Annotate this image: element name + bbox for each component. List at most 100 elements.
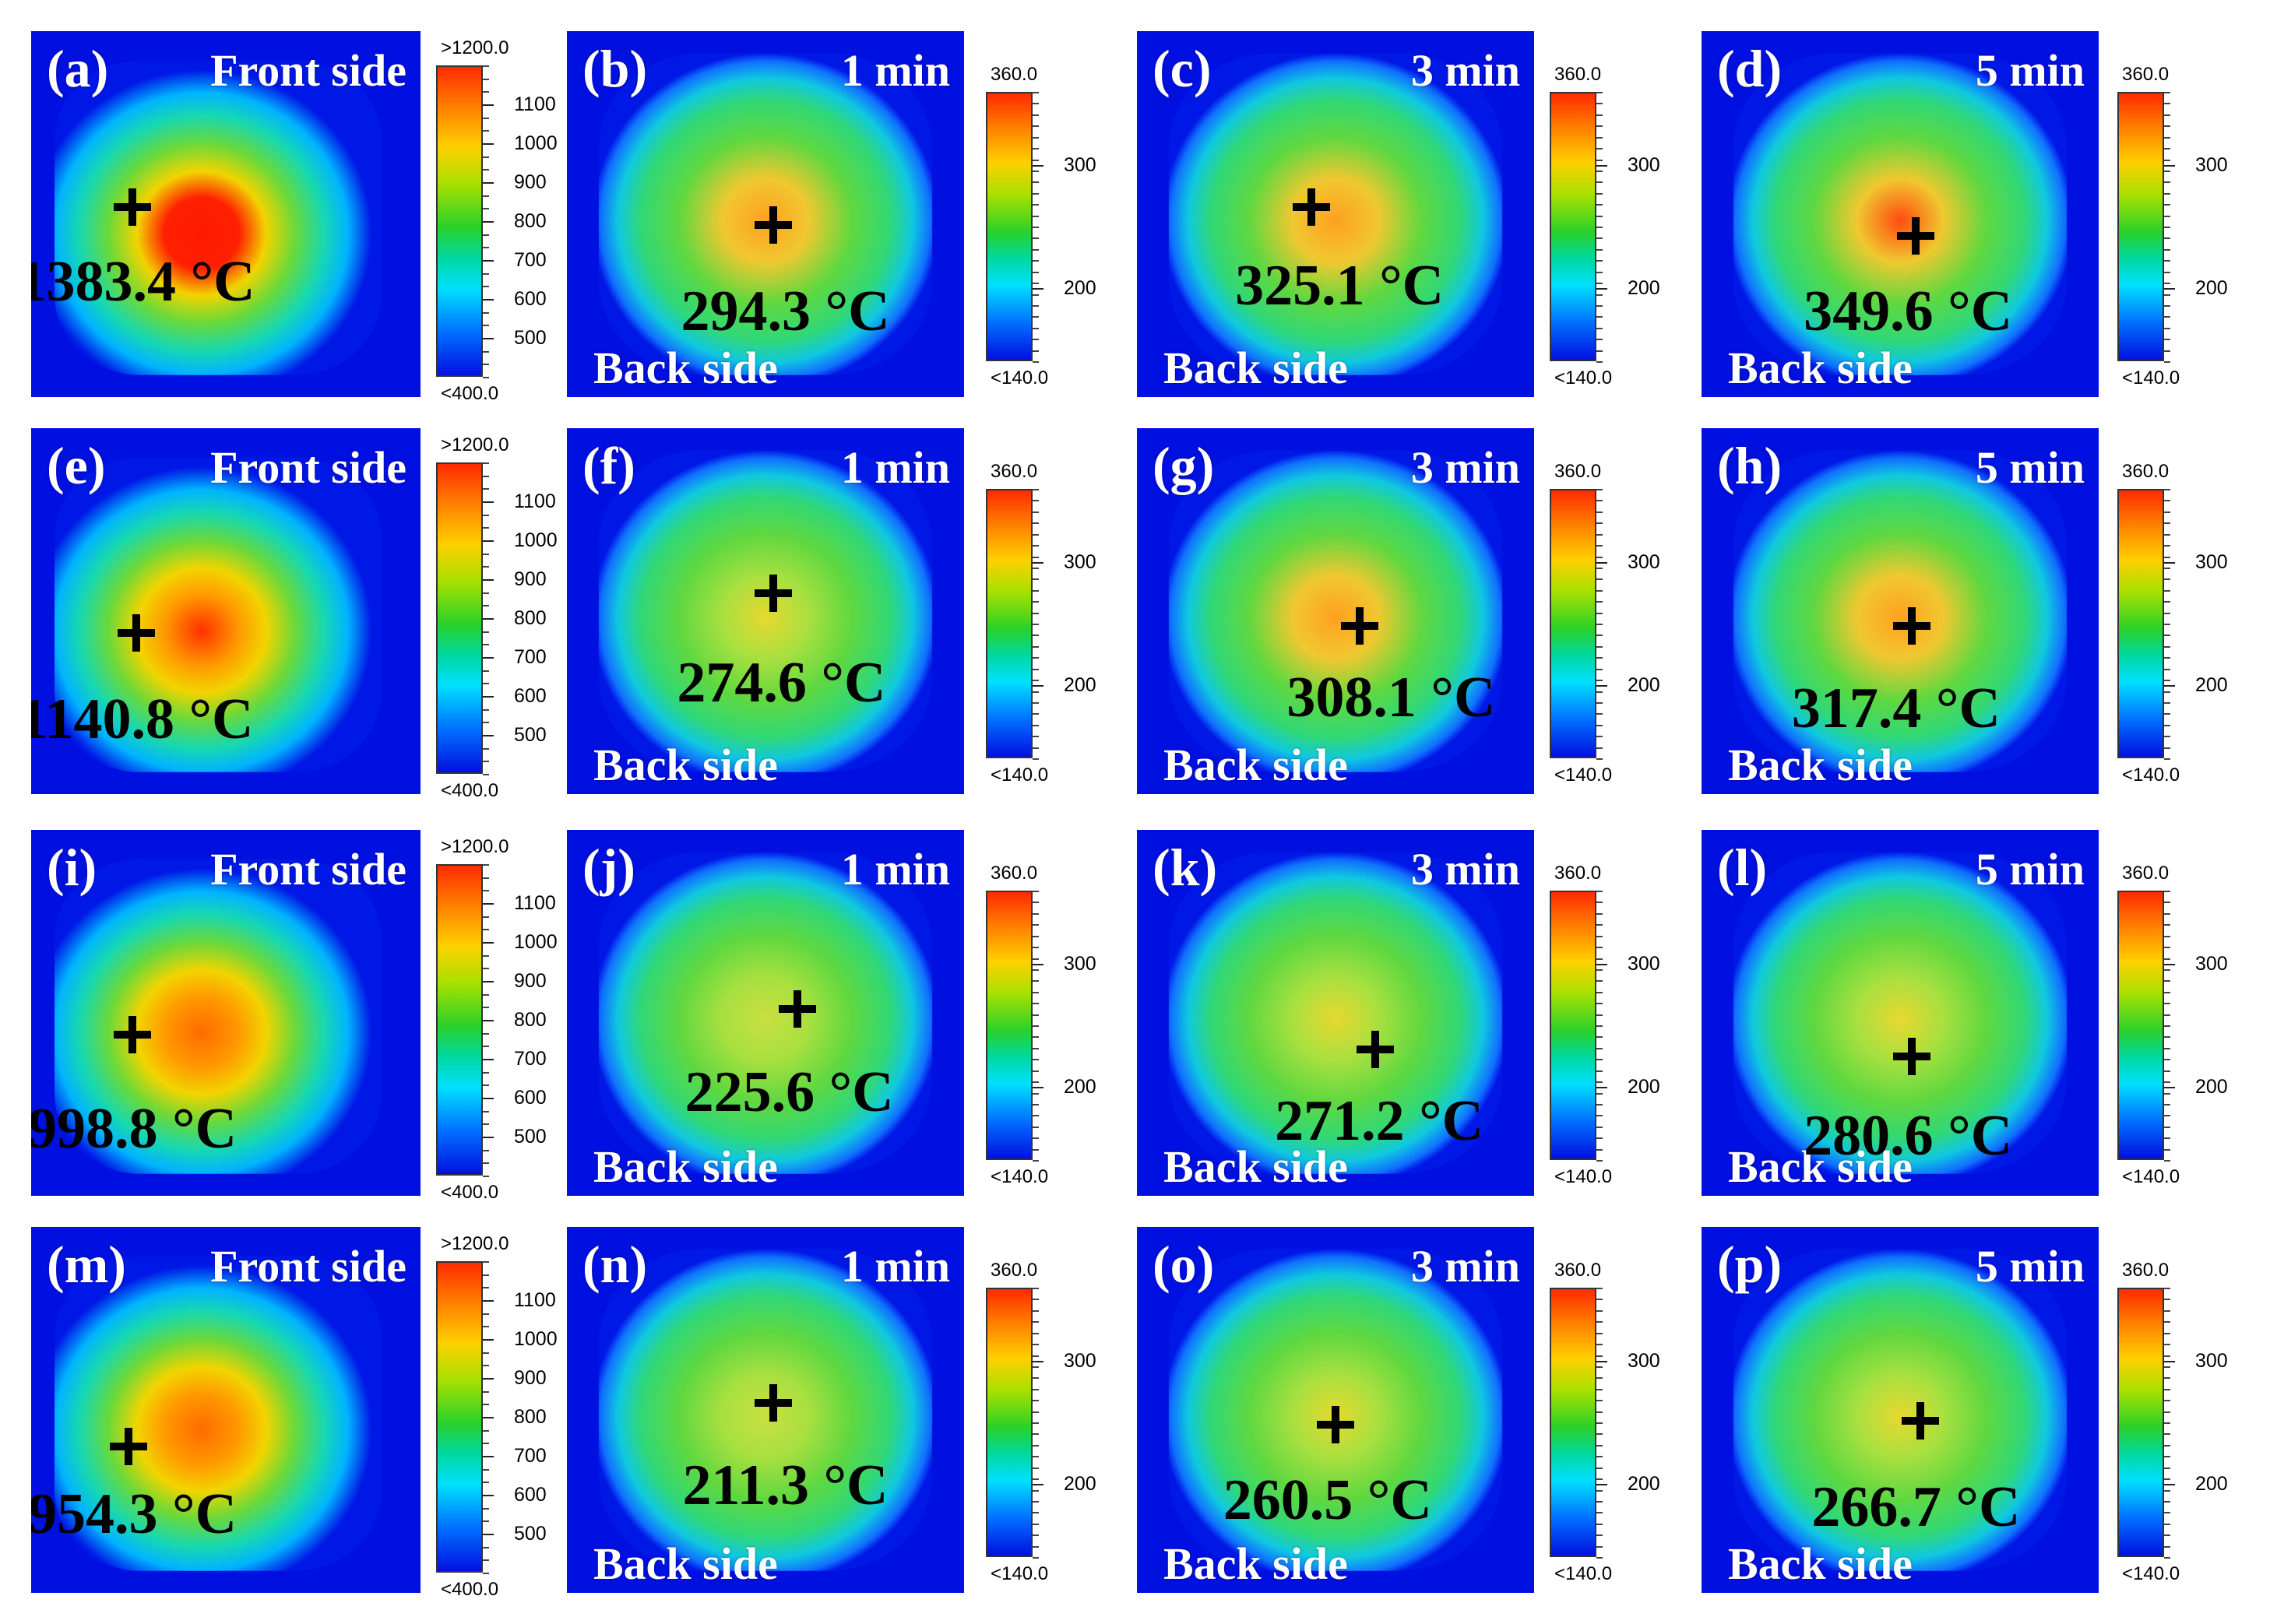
- minor-tick: [2164, 533, 2170, 536]
- minor-tick: [1596, 1500, 1603, 1503]
- minor-tick: [1033, 1299, 1039, 1301]
- minor-tick: [1033, 1059, 1039, 1061]
- minor-tick: [1033, 92, 1039, 93]
- minor-tick: [1596, 136, 1603, 139]
- back-colorbar: 360.0 <140.0 300 200: [2117, 461, 2273, 786]
- major-tick: [483, 981, 494, 982]
- color-scale-axis: [2164, 92, 2180, 363]
- minor-tick: [1596, 1444, 1603, 1446]
- minor-tick: [2164, 1557, 2170, 1559]
- thermal-panel: (o) 3 min Back side 260.5 °C: [1137, 1227, 1534, 1593]
- max-temperature-label: 260.5 °C: [1223, 1468, 1432, 1532]
- tick-label: 200: [1628, 673, 1660, 696]
- major-tick: [1596, 1483, 1607, 1485]
- minor-tick: [1033, 578, 1039, 581]
- minor-tick: [2164, 361, 2170, 363]
- back-side-label: Back side: [593, 740, 778, 790]
- scale-max-label: 360.0: [1554, 64, 1602, 85]
- minor-tick: [2164, 294, 2170, 296]
- tick-label: 1000: [514, 931, 558, 953]
- minor-tick: [1033, 701, 1039, 704]
- minor-tick: [1033, 361, 1039, 363]
- minor-tick: [2164, 1014, 2170, 1016]
- thermal-panel: (i) Front side 998.8 °C: [31, 830, 421, 1196]
- minor-tick: [2164, 1400, 2170, 1402]
- scale-min-label: <140.0: [991, 367, 1049, 388]
- minor-tick: [1033, 680, 1039, 682]
- minor-tick: [1033, 1081, 1039, 1084]
- minor-tick: [1596, 968, 1603, 971]
- minor-tick: [1596, 248, 1603, 251]
- back-colorbar: 360.0 <140.0 300 200: [1550, 461, 1705, 786]
- color-scale-axis: [483, 65, 498, 378]
- minor-tick: [2164, 260, 2170, 262]
- minor-tick: [1596, 1148, 1603, 1151]
- minor-tick: [1033, 136, 1039, 139]
- scale-max-label: 360.0: [1554, 1260, 1602, 1281]
- minor-tick: [483, 916, 489, 918]
- tick-label: 700: [514, 1445, 547, 1467]
- tick-label: 1100: [514, 490, 556, 512]
- minor-tick: [2164, 1059, 2170, 1061]
- minor-tick: [1596, 1070, 1603, 1072]
- time-label: 1 min: [840, 442, 950, 493]
- tick-label: 200: [1064, 1472, 1096, 1495]
- tick-label: 200: [2195, 276, 2228, 299]
- thermal-map-image: [567, 1227, 964, 1593]
- minor-tick: [1596, 634, 1603, 637]
- minor-tick: [2164, 578, 2170, 581]
- front-colorbar: >1200.0 <400.0 1100 1000 900 800 700 600 500: [436, 37, 592, 404]
- minor-tick: [483, 670, 489, 672]
- thermal-panel: (p) 5 min Back side 266.7 °C: [1702, 1227, 2099, 1593]
- minor-tick: [2164, 1321, 2170, 1323]
- tick-label: 500: [514, 1523, 547, 1545]
- scale-min-label: <140.0: [2122, 1563, 2180, 1584]
- thermal-panel: (n) 1 min Back side 211.3 °C: [567, 1227, 964, 1593]
- panel-letter-label: (i): [47, 838, 97, 897]
- max-temperature-label: 274.6 °C: [677, 651, 886, 715]
- minor-tick: [483, 65, 489, 67]
- minor-tick: [483, 864, 489, 866]
- tick-label: 800: [514, 210, 547, 232]
- minor-tick: [2164, 1103, 2170, 1106]
- minor-tick: [2164, 1366, 2170, 1368]
- panel-letter-label: (m): [47, 1235, 126, 1294]
- time-label: 1 min: [840, 45, 950, 96]
- minor-tick: [1033, 935, 1039, 937]
- major-tick: [1596, 287, 1607, 290]
- minor-tick: [1596, 181, 1603, 184]
- minor-tick: [1033, 668, 1039, 670]
- minor-tick: [1596, 1137, 1603, 1140]
- minor-tick: [1596, 1047, 1603, 1049]
- minor-tick: [1033, 1160, 1039, 1162]
- minor-tick: [1033, 1321, 1039, 1323]
- minor-tick: [2164, 1456, 2170, 1458]
- major-tick: [2164, 562, 2175, 564]
- minor-tick: [2164, 1003, 2170, 1005]
- minor-tick: [483, 377, 489, 378]
- major-tick: [1596, 165, 1607, 167]
- crosshair-marker: [1893, 1038, 1931, 1076]
- max-temperature-label: 325.1 °C: [1235, 254, 1445, 318]
- major-tick: [2164, 684, 2175, 687]
- minor-tick: [2164, 237, 2170, 240]
- minor-tick: [2164, 1534, 2170, 1537]
- minor-tick: [483, 91, 489, 93]
- minor-tick: [2164, 327, 2170, 329]
- minor-tick: [2164, 589, 2170, 592]
- time-label: 3 min: [1410, 45, 1520, 96]
- minor-tick: [1596, 1534, 1603, 1537]
- minor-tick: [1596, 1288, 1603, 1289]
- minor-tick: [1033, 227, 1039, 228]
- back-colorbar: 360.0 <140.0 300 200: [1550, 64, 1705, 388]
- tick-label: 200: [1628, 276, 1660, 299]
- minor-tick: [483, 1429, 489, 1432]
- crosshair-marker: [1357, 1031, 1394, 1068]
- minor-tick: [1596, 924, 1603, 926]
- minor-tick: [483, 117, 489, 119]
- minor-tick: [483, 1149, 489, 1151]
- scale-max-label: >1200.0: [441, 1233, 509, 1254]
- major-tick: [1033, 1483, 1043, 1485]
- minor-tick: [2164, 181, 2170, 184]
- minor-tick: [1033, 1047, 1039, 1049]
